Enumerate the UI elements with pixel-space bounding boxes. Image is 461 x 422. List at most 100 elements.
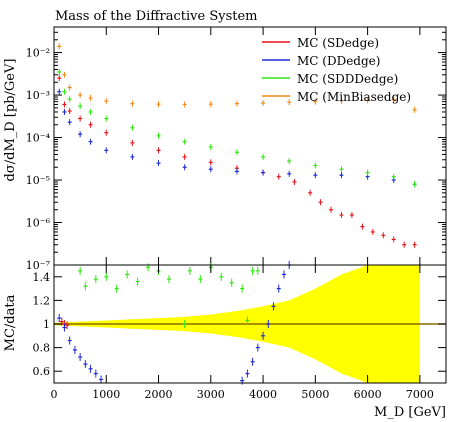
main-point-mcddedge [313, 172, 318, 179]
ratio-point-mcsdddedge [240, 284, 245, 293]
main-point-mcsdedge [62, 101, 67, 108]
main-point-mcsdedge [329, 206, 334, 213]
x-tick-label: 7000 [406, 388, 434, 401]
ratio-point-mcddedge [57, 314, 62, 323]
ratio-point-mcddedge [93, 369, 98, 378]
main-point-mcsdddedge [62, 88, 67, 95]
main-point-mcddedge [261, 169, 266, 176]
main-point-mcminbiasedge [156, 101, 161, 108]
main-point-mcsdedge [78, 115, 83, 122]
main-point-mcsdedge [349, 212, 354, 219]
ratio-point-mcddedge [72, 345, 77, 354]
main-y-axis-label: dσ/dM_D [pb/GeV] [3, 59, 18, 182]
main-point-mcsdddedge [156, 132, 161, 139]
main-point-mcsdedge [104, 129, 109, 136]
main-point-mcddedge [62, 108, 67, 115]
main-point-mcsdddedge [88, 108, 93, 115]
main-y-tick-label: 10⁻⁶ [26, 217, 51, 230]
ratio-point-mcddedge [67, 336, 72, 345]
main-point-mcddedge [156, 160, 161, 167]
main-point-mcsdedge [57, 75, 62, 82]
ratio-point-mcddedge [255, 343, 260, 352]
main-point-mcsdddedge [234, 149, 239, 156]
main-point-mcddedge [182, 164, 187, 171]
ratio-point-mcddedge [88, 364, 93, 373]
main-point-mcsdedge [67, 108, 72, 115]
ratio-point-mcsdddedge [125, 270, 130, 279]
main-point-mcminbiasedge [104, 98, 109, 105]
main-point-mcsdedge [339, 212, 344, 219]
ratio-point-mcsdddedge [182, 320, 187, 328]
main-point-mcsdedge [412, 241, 417, 248]
main-plot: 10⁻⁷ 10⁻⁶ 10⁻⁵ 10⁻⁴ 10⁻³ 10⁻² dσ/dM_D [pb/GeV… [3, 26, 447, 272]
x-tick-label: 4000 [249, 388, 277, 401]
main-point-mcsdddedge [130, 124, 135, 131]
main-point-mcminbiasedge [57, 43, 62, 50]
ratio-point-mcddedge [250, 357, 255, 366]
main-point-mcsdddedge [208, 143, 213, 150]
x-tick-label: 3000 [197, 388, 225, 401]
main-point-mcsdedge [208, 159, 213, 166]
main-point-mcsdedge [308, 189, 313, 196]
main-point-mcsdddedge [182, 138, 187, 145]
ratio-y-axis-label: MC/data [3, 294, 18, 351]
ratio-point-mcddedge [245, 369, 250, 378]
main-point-mcminbiasedge [208, 101, 213, 108]
main-point-mcsdedge [402, 241, 407, 248]
ratio-point-mcsdddedge [187, 266, 192, 275]
ratio-point-mcsdddedge [219, 272, 224, 281]
main-point-mcddedge [57, 88, 62, 95]
main-point-mcminbiasedge [130, 100, 135, 107]
ratio-point-mcsdddedge [135, 277, 140, 286]
legend: MC (SDedge) MC (DDedge) MC (SDDDedge) MC (M… [262, 36, 411, 104]
ratio-point-mcsdedge [65, 321, 70, 330]
ratio-y-tick-label: 0.6 [33, 365, 51, 378]
main-point-mcsdedge [276, 173, 281, 180]
ratio-point-mcddedge [99, 375, 104, 384]
ratio-plot-frame [53, 264, 447, 384]
ratio-point-mcsdddedge [93, 275, 98, 284]
ratio-point-mcsdddedge [255, 266, 260, 275]
main-point-mcsdedge [130, 139, 135, 146]
main-point-mcminbiasedge [339, 97, 344, 104]
ratio-point-mcsdddedge [245, 316, 250, 325]
main-point-mcddedge [67, 119, 72, 126]
x-tick-label: 2000 [145, 388, 173, 401]
legend-entry: MC (DDedge) [297, 54, 380, 68]
ratio-y-tick-label: 0.8 [33, 342, 51, 355]
legend-entry: MC (SDDDedge) [297, 72, 398, 86]
main-point-mcddedge [208, 166, 213, 173]
main-point-mcsdddedge [412, 181, 417, 188]
ratio-point-mcddedge [78, 353, 83, 362]
main-point-mcsdddedge [104, 115, 109, 122]
main-point-mcddedge [104, 147, 109, 154]
chart-title: Mass of the Diffractive System [55, 9, 258, 24]
main-point-mcminbiasedge [62, 71, 67, 78]
main-point-mcsdddedge [313, 162, 318, 169]
main-point-mcminbiasedge [234, 100, 239, 107]
main-point-mcminbiasedge [412, 106, 417, 113]
x-tick-label: 6000 [354, 388, 382, 401]
main-point-mcsdddedge [339, 166, 344, 173]
main-point-mcminbiasedge [88, 95, 93, 102]
main-point-mcsdddedge [78, 103, 83, 110]
ratio-point-mcddedge [271, 302, 276, 311]
ratio-point-mcddedge [266, 320, 271, 328]
ratio-point-mcsdddedge [78, 266, 83, 275]
ratio-point-mcddedge [261, 331, 266, 340]
main-plot-frame [53, 26, 447, 266]
main-point-mcddedge [78, 131, 83, 138]
ratio-point-mcsdddedge [229, 278, 234, 287]
x-tick-label: 1000 [92, 388, 120, 401]
main-point-mcminbiasedge [78, 92, 83, 99]
main-point-mcsdddedge [67, 96, 72, 103]
main-point-mcddedge [234, 168, 239, 175]
legend-entry: MC (MinBiasedge) [297, 90, 411, 104]
main-point-mcminbiasedge [261, 100, 266, 107]
ratio-point-mcsdddedge [114, 284, 119, 293]
main-point-mcsdedge [391, 236, 396, 243]
main-y-tick-label: 10⁻⁴ [26, 132, 51, 145]
main-point-mcddedge [130, 153, 135, 160]
ratio-point-mcddedge [62, 323, 67, 332]
main-y-tick-label: 10⁻³ [26, 89, 50, 102]
